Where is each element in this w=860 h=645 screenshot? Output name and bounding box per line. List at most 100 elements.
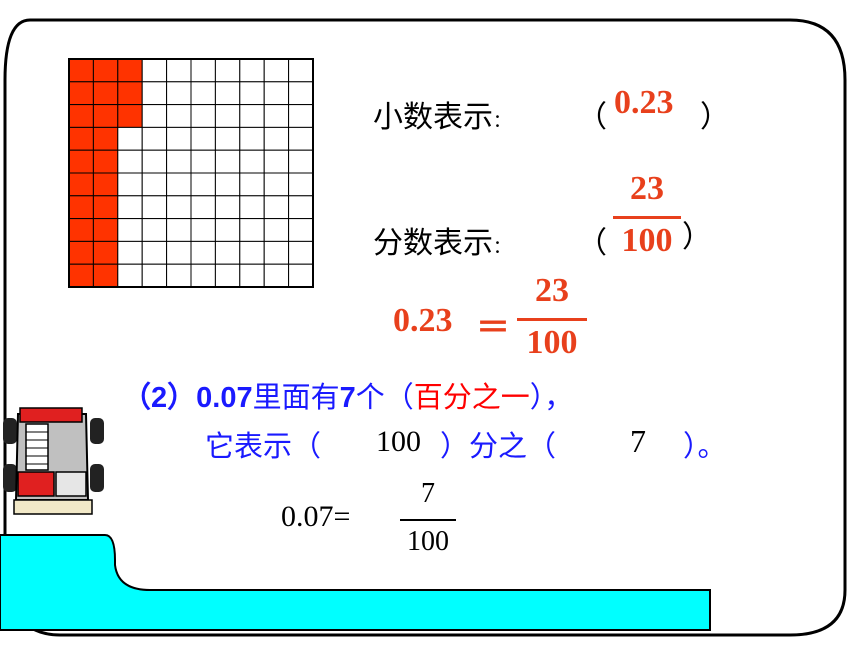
grid-cell (263, 240, 290, 265)
grid-cell-shaded (92, 195, 119, 220)
grid-cell (239, 263, 265, 288)
question-denominator-answer: 100 (376, 425, 421, 458)
grid-cell-shaded (92, 240, 119, 265)
grid-cell-shaded (92, 172, 119, 197)
fraction-label: 分数表示 (373, 226, 493, 261)
grid-cell (190, 240, 216, 265)
grid-cell (166, 195, 192, 220)
grid-cell (166, 81, 192, 106)
question-line-2-c: ）。 (683, 429, 727, 463)
fraction-open-paren: （ (577, 226, 607, 261)
grid-cell (214, 172, 241, 197)
grid-cell (263, 263, 290, 288)
grid-cell (166, 172, 192, 197)
grid-cell (263, 126, 290, 151)
grid-cell-shaded (92, 126, 119, 151)
grid-cell (214, 126, 241, 151)
equation-fraction: 23 100 (517, 272, 587, 364)
grid-cell (141, 240, 168, 265)
grid-cell (141, 104, 168, 128)
grid-cell (190, 195, 216, 220)
grid-cell-shaded (68, 218, 94, 242)
grid-cell (263, 149, 290, 174)
question-decimal: 0.07 (196, 382, 253, 414)
question-text-2: 个（ (355, 380, 414, 414)
grid-cell (263, 58, 290, 83)
grid-cell-shaded (68, 240, 94, 265)
fraction-row: 分数表示： (373, 218, 511, 262)
grid-cell (214, 149, 241, 174)
grid-cell (239, 149, 265, 174)
question-line-1: （2）0.07里面有7个（百分之一）， (122, 374, 573, 416)
grid-cell (239, 104, 265, 128)
question-answer: 百分之一 (413, 380, 530, 414)
fraction-close-paren: ） (682, 220, 712, 255)
question-text-1: 里面有 (252, 380, 340, 414)
grid-cell (166, 218, 192, 242)
grid-cell (141, 149, 168, 174)
grid-cell (141, 195, 168, 220)
grid-cell (214, 81, 241, 106)
grid-cell (214, 104, 241, 128)
grid-cell-shaded (92, 81, 119, 106)
grid-cell (190, 126, 216, 151)
grid-cell (117, 149, 143, 174)
grid-cell-shaded (92, 263, 119, 288)
grid-cell (214, 240, 241, 265)
fraction-numerator: 23 (630, 170, 664, 207)
grid-cell-shaded (92, 104, 119, 128)
grid-cell (288, 195, 314, 220)
grid-cell (263, 195, 290, 220)
grid-cell (239, 240, 265, 265)
grid-cell (263, 218, 290, 242)
grid-cell (239, 218, 265, 242)
decimal-colon: ： (493, 111, 511, 132)
grid-cell (141, 172, 168, 197)
equation-equals: ＝ (476, 310, 510, 347)
top-right-corner (795, 0, 860, 70)
grid-cell-shaded (68, 126, 94, 151)
grid-cell-shaded (68, 263, 94, 288)
grid-cell-shaded (117, 81, 143, 106)
grid-cell (166, 58, 192, 83)
grid-cell (141, 81, 168, 106)
decimal-row: 小数表示： (373, 92, 511, 136)
grid-cell (214, 263, 241, 288)
grid-cell-shaded (68, 195, 94, 220)
water-pool (0, 534, 711, 631)
grid-cell-shaded (68, 58, 94, 83)
grid-cell (214, 58, 241, 83)
fraction-bar (613, 216, 681, 219)
bottom-eq-denominator: 100 (407, 526, 449, 557)
equation-left: 0.23 (393, 302, 453, 339)
grid-cell (214, 195, 241, 220)
equation-denominator: 100 (526, 324, 578, 361)
fraction-colon: ： (493, 237, 511, 258)
grid-cell (239, 195, 265, 220)
decimal-label: 小数表示 (373, 100, 493, 135)
grid-cell (288, 104, 314, 128)
grid-cell (239, 58, 265, 83)
bottom-eq-numerator: 7 (421, 478, 435, 509)
grid-cell (141, 218, 168, 242)
grid-cell (239, 81, 265, 106)
grid-cell (190, 81, 216, 106)
grid-border (68, 58, 314, 288)
bottom-eq-bar (400, 519, 456, 521)
grid-cell (263, 104, 290, 128)
fraction-denominator: 100 (621, 222, 673, 259)
grid-cell (288, 240, 314, 265)
question-count: 7 (339, 382, 356, 414)
grid-cell (288, 218, 314, 242)
grid-cell (288, 149, 314, 174)
grid-cell (263, 172, 290, 197)
grid-cell (190, 104, 216, 128)
grid-cell (190, 218, 216, 242)
grid-cell (166, 240, 192, 265)
equation-bar (517, 318, 587, 321)
decimal-open-paren: （ (577, 100, 607, 135)
grid-cell (117, 263, 143, 288)
equation-numerator: 23 (535, 272, 569, 309)
grid-cell-shaded (92, 218, 119, 242)
